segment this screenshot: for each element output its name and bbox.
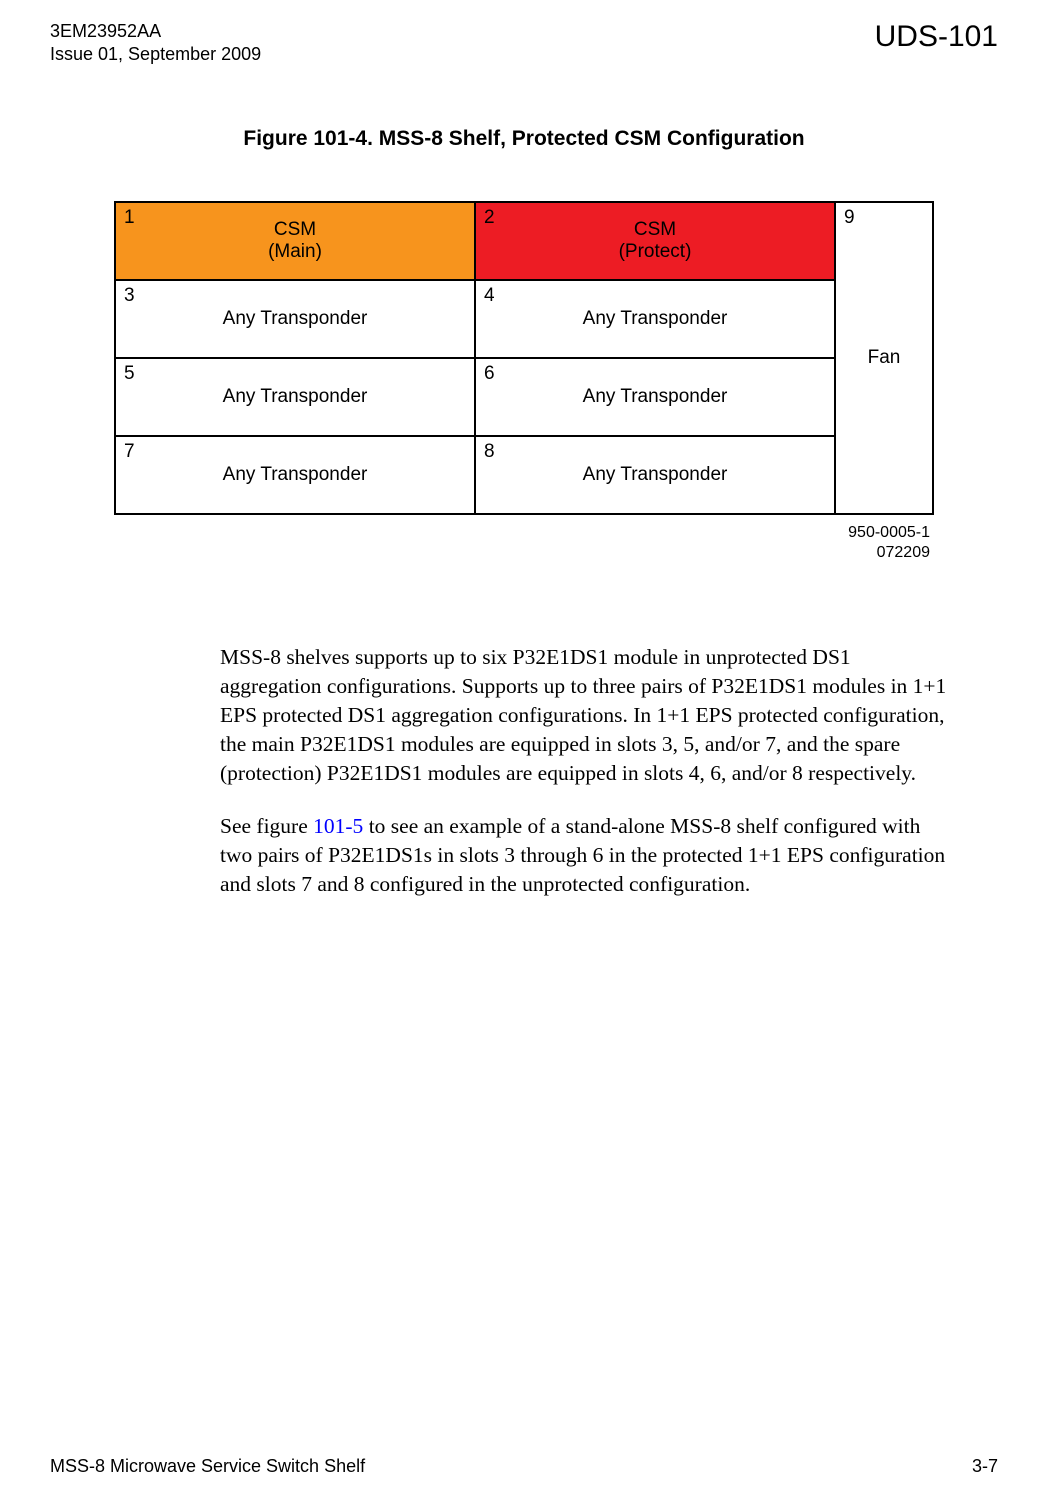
page-footer: MSS-8 Microwave Service Switch Shelf 3-7 [50, 1456, 998, 1477]
doc-issue: Issue 01, September 2009 [50, 43, 261, 66]
slot-9-label: Fan [836, 203, 932, 513]
header-left: 3EM23952AA Issue 01, September 2009 [50, 20, 261, 67]
shelf-row-1: 1 CSM (Main) 2 CSM [115, 202, 835, 280]
slot-1: 1 CSM (Main) [115, 202, 475, 280]
footer-left: MSS-8 Microwave Service Switch Shelf [50, 1456, 365, 1477]
slot-8: 8 Any Transponder [475, 436, 835, 514]
figure-ref-1: 950-0005-1 [114, 523, 930, 543]
shelf-row-2: 3 Any Transponder 4 Any Transponder [115, 280, 835, 358]
figure-ref: 950-0005-1 072209 [114, 523, 934, 563]
body-text: MSS-8 shelves supports up to six P32E1DS… [220, 643, 948, 899]
figure-title: Figure 101-4. MSS-8 Shelf, Protected CSM… [50, 127, 998, 151]
slot-2: 2 CSM (Protect) [475, 202, 835, 280]
slot-6-number: 6 [484, 363, 495, 385]
slot-6-label: Any Transponder [484, 365, 826, 429]
slot-4-number: 4 [484, 285, 495, 307]
shelf-diagram: 1 CSM (Main) 2 CSM [114, 201, 934, 515]
slot-7-label: Any Transponder [124, 443, 466, 507]
shelf-row-4: 7 Any Transponder 8 Any Transponder [115, 436, 835, 514]
slot-5-number: 5 [124, 363, 135, 385]
slot-3: 3 Any Transponder [115, 280, 475, 358]
figure-ref-2: 072209 [114, 543, 930, 563]
slot-8-label: Any Transponder [484, 443, 826, 507]
paragraph-2: See figure 101-5 to see an example of a … [220, 812, 948, 899]
slot-6: 6 Any Transponder [475, 358, 835, 436]
slot-4-label: Any Transponder [484, 287, 826, 351]
section-id: UDS-101 [875, 20, 998, 54]
page-header: 3EM23952AA Issue 01, September 2009 UDS-… [50, 20, 998, 67]
footer-right: 3-7 [972, 1456, 998, 1477]
slot-8-number: 8 [484, 441, 495, 463]
slot-9-fan: 9 Fan [835, 202, 933, 514]
slot-7-number: 7 [124, 441, 135, 463]
slot-1-label: CSM (Main) [124, 209, 466, 273]
slot-2-number: 2 [484, 207, 495, 229]
slot-3-label: Any Transponder [124, 287, 466, 351]
slot-5: 5 Any Transponder [115, 358, 475, 436]
figure-link[interactable]: 101-5 [313, 814, 363, 838]
shelf-row-3: 5 Any Transponder 6 Any Transponder [115, 358, 835, 436]
slot-2-label: CSM (Protect) [484, 209, 826, 273]
slot-7: 7 Any Transponder [115, 436, 475, 514]
slot-4: 4 Any Transponder [475, 280, 835, 358]
doc-id: 3EM23952AA [50, 20, 261, 43]
paragraph-1: MSS-8 shelves supports up to six P32E1DS… [220, 643, 948, 788]
slot-3-number: 3 [124, 285, 135, 307]
slot-5-label: Any Transponder [124, 365, 466, 429]
slot-1-number: 1 [124, 207, 135, 229]
